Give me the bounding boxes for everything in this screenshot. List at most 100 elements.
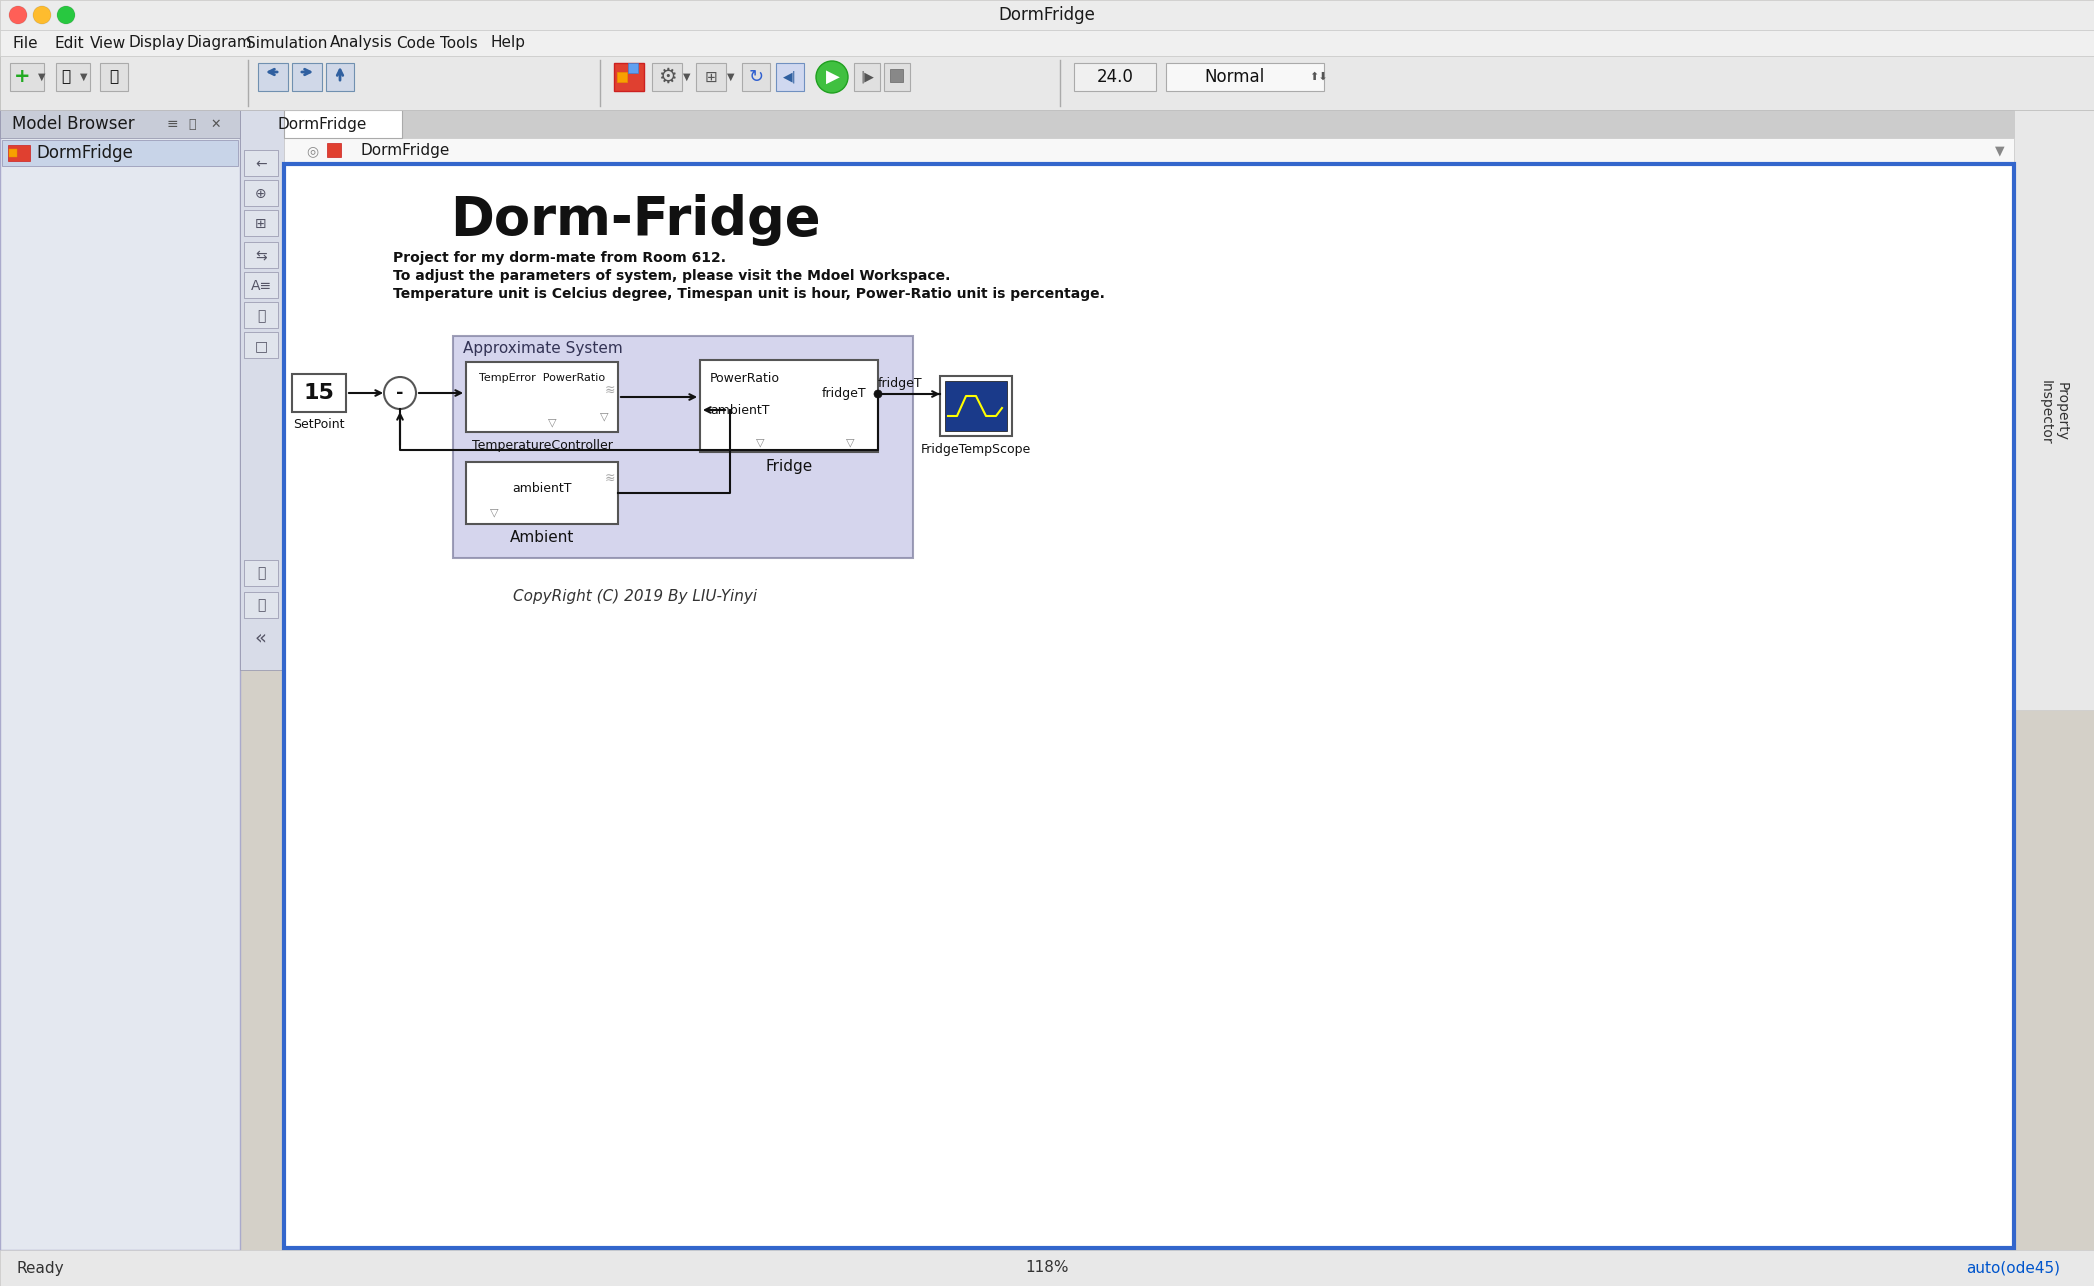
Text: File: File: [13, 36, 38, 50]
Text: ▼: ▼: [683, 72, 691, 82]
Circle shape: [383, 377, 417, 409]
Text: A≡: A≡: [251, 279, 272, 293]
Bar: [10, 63, 44, 91]
Text: ambientT: ambientT: [513, 481, 572, 495]
Bar: [57, 63, 90, 91]
Bar: [245, 592, 279, 619]
Bar: [0, 1250, 2094, 1286]
Bar: [2, 140, 239, 166]
Text: ▶: ▶: [825, 68, 840, 86]
Text: SetPoint: SetPoint: [293, 418, 346, 432]
Text: DormFridge: DormFridge: [999, 6, 1095, 24]
Bar: [0, 0, 2094, 30]
Bar: [0, 111, 241, 138]
Bar: [291, 63, 322, 91]
Bar: [285, 111, 2014, 1250]
Text: ⚙: ⚙: [658, 67, 676, 87]
Text: Fridge: Fridge: [766, 459, 812, 473]
Text: ⊞: ⊞: [255, 217, 266, 231]
Circle shape: [817, 60, 848, 93]
Text: Temperature unit is Celcius degree, Timespan unit is hour, Power-Ratio unit is p: Temperature unit is Celcius degree, Time…: [394, 287, 1106, 301]
Bar: [777, 63, 804, 91]
Text: 📌: 📌: [188, 117, 195, 130]
Text: TempError  PowerRatio: TempError PowerRatio: [480, 373, 605, 383]
Text: Diagram: Diagram: [186, 36, 251, 50]
Text: Project for my dorm-mate from Room 612.: Project for my dorm-mate from Room 612.: [394, 251, 727, 265]
Text: ▽: ▽: [756, 437, 764, 448]
Text: fridgeT: fridgeT: [821, 387, 867, 400]
Bar: [890, 69, 903, 82]
Text: -: -: [396, 385, 404, 403]
Bar: [614, 63, 645, 91]
Bar: [651, 63, 683, 91]
Bar: [245, 180, 279, 206]
Text: DormFridge: DormFridge: [276, 117, 366, 131]
Text: ≋: ≋: [605, 472, 616, 485]
Text: 118%: 118%: [1026, 1260, 1068, 1276]
Bar: [944, 381, 1007, 431]
Text: ◎: ◎: [306, 144, 318, 158]
Text: CopyRight (C) 2019 By LIU-Yinyi: CopyRight (C) 2019 By LIU-Yinyi: [513, 589, 758, 603]
Text: To adjust the parameters of system, please visit the Mdoel Workspace.: To adjust the parameters of system, plea…: [394, 269, 951, 283]
Text: ≋: ≋: [605, 383, 616, 396]
Bar: [699, 360, 877, 451]
Text: Ready: Ready: [17, 1260, 63, 1276]
Text: Tools: Tools: [440, 36, 477, 50]
Bar: [741, 63, 771, 91]
Bar: [0, 57, 2094, 111]
Bar: [245, 242, 279, 267]
Text: DormFridge: DormFridge: [360, 144, 450, 158]
Text: Edit: Edit: [54, 36, 84, 50]
Text: ◀|: ◀|: [783, 71, 798, 84]
Text: Code: Code: [396, 36, 436, 50]
Text: Ambient: Ambient: [509, 531, 574, 545]
Text: ▼: ▼: [1996, 144, 2004, 157]
Bar: [245, 273, 279, 298]
Text: ⬆⬇: ⬆⬇: [1309, 72, 1328, 82]
Bar: [285, 111, 2014, 138]
Bar: [245, 332, 279, 358]
Bar: [245, 559, 279, 586]
Circle shape: [873, 390, 882, 397]
Bar: [1166, 63, 1323, 91]
Bar: [854, 63, 879, 91]
Text: ▼: ▼: [38, 72, 46, 82]
Text: Simulation: Simulation: [245, 36, 327, 50]
Text: 📋: 📋: [258, 598, 266, 612]
Text: ⛰: ⛰: [258, 309, 266, 323]
Bar: [940, 376, 1011, 436]
Text: ▽: ▽: [599, 412, 607, 421]
Bar: [467, 361, 618, 432]
Bar: [245, 210, 279, 237]
Text: Property
Inspector: Property Inspector: [2040, 379, 2069, 444]
Text: Display: Display: [128, 36, 184, 50]
Text: Dorm-Fridge: Dorm-Fridge: [450, 194, 821, 246]
Bar: [2014, 111, 2094, 710]
Text: PowerRatio: PowerRatio: [710, 372, 779, 385]
Text: ▽: ▽: [846, 437, 854, 448]
Bar: [291, 374, 346, 412]
Bar: [285, 111, 402, 138]
Text: |▶: |▶: [861, 71, 873, 84]
Text: ↻: ↻: [748, 68, 764, 86]
Bar: [1074, 63, 1156, 91]
Text: ⊞: ⊞: [704, 69, 718, 85]
Text: ▼: ▼: [80, 72, 88, 82]
Bar: [628, 63, 639, 73]
Bar: [258, 63, 289, 91]
Bar: [884, 63, 911, 91]
Text: ambientT: ambientT: [710, 404, 768, 417]
Text: ▽: ▽: [549, 417, 557, 427]
Text: «: «: [255, 629, 268, 647]
Bar: [467, 462, 618, 523]
Text: +: +: [15, 67, 29, 86]
Circle shape: [57, 6, 75, 24]
Bar: [452, 336, 913, 558]
Bar: [285, 138, 2014, 165]
Text: ←: ←: [255, 157, 266, 171]
Bar: [0, 30, 2094, 57]
Circle shape: [34, 6, 50, 24]
Text: 📁: 📁: [61, 69, 71, 85]
Bar: [327, 63, 354, 91]
Bar: [101, 63, 128, 91]
